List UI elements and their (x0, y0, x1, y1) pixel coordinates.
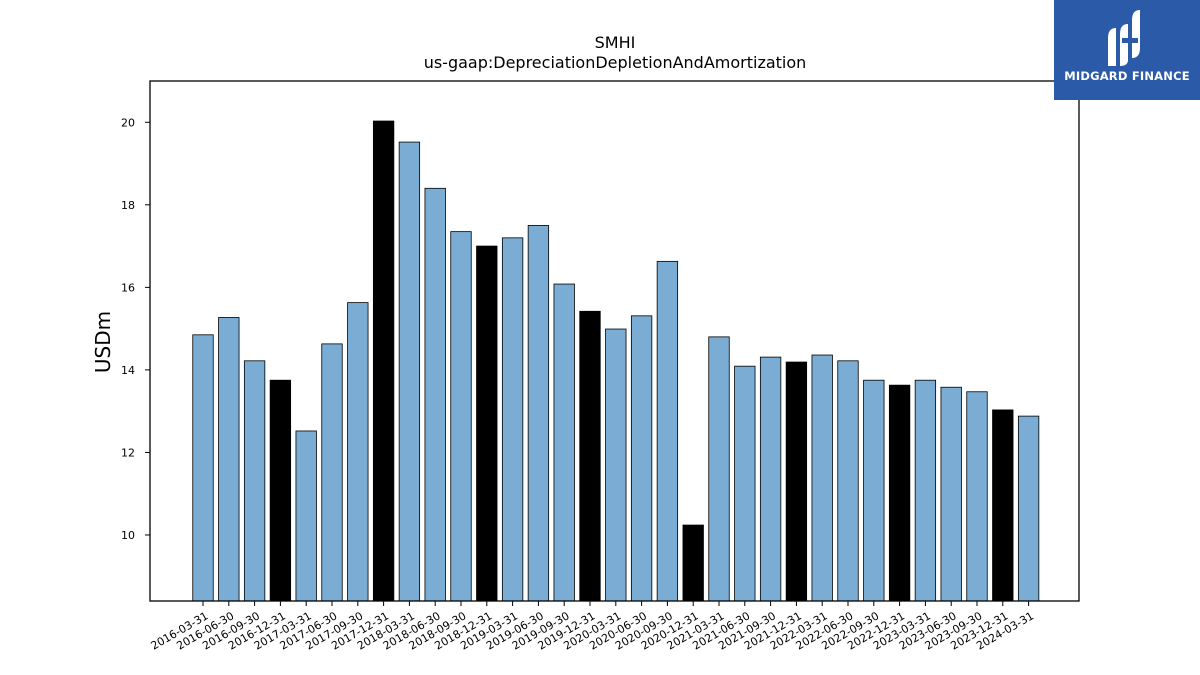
bar-2022-12-31 (888, 384, 911, 602)
bar-2023-09-30 (966, 391, 988, 602)
bar-2016-09-30 (243, 360, 266, 602)
bar-2018-03-31 (398, 141, 421, 602)
bar-2018-09-30 (450, 231, 472, 602)
bar-2023-12-31 (992, 409, 1014, 602)
y-tick-label: 14 (121, 364, 135, 377)
y-tick-label: 12 (121, 446, 135, 459)
bar-2021-12-31 (785, 361, 808, 602)
chart-title: SMHI (595, 33, 636, 52)
bar-2020-12-31 (682, 524, 704, 602)
bar-2016-12-31 (269, 379, 292, 602)
chart-subtitle: us-gaap:DepreciationDepletionAndAmortiza… (424, 53, 807, 72)
bar-2019-12-31 (579, 310, 601, 602)
bar-2017-12-31 (372, 120, 395, 602)
bar-2018-12-31 (476, 245, 498, 602)
bar-2017-06-30 (321, 343, 343, 602)
y-tick-label: 18 (121, 199, 135, 212)
bar-2022-06-30 (837, 360, 859, 602)
x-axis-ticks: 2016-03-312016-06-302016-09-302016-12-31… (149, 601, 1036, 653)
bar-2021-06-30 (734, 365, 756, 602)
bar-2019-06-30 (527, 225, 550, 602)
bar-2020-06-30 (630, 315, 653, 602)
bar-2022-09-30 (863, 379, 885, 602)
bar-2023-06-30 (940, 386, 962, 602)
bar-2020-03-31 (605, 328, 627, 602)
bar-2019-03-31 (501, 237, 524, 602)
bar-2019-09-30 (553, 283, 575, 602)
y-tick-label: 10 (121, 529, 135, 542)
logo-text: MIDGARD FINANCE (1064, 69, 1190, 83)
y-tick-label: 16 (121, 281, 135, 294)
bar-2024-03-31 (1017, 415, 1040, 602)
midgard-logo-icon (1108, 10, 1140, 66)
bar-2017-09-30 (347, 302, 369, 602)
y-axis-label: USDm (91, 311, 115, 373)
bar-2021-03-31 (708, 336, 730, 602)
y-tick-label: 20 (121, 116, 135, 129)
bar-2021-09-30 (759, 356, 782, 602)
bars-group (192, 120, 1040, 602)
bar-2016-03-31 (192, 334, 214, 602)
bar-2022-03-31 (811, 354, 833, 602)
midgard-logo: MIDGARD FINANCE (1054, 0, 1200, 100)
plot-frame (149, 80, 1080, 602)
bar-2023-03-31 (914, 379, 937, 602)
bar-2016-06-30 (218, 317, 240, 602)
bar-2017-03-31 (295, 430, 317, 602)
bar-2018-06-30 (424, 187, 446, 602)
bar-2020-09-30 (656, 260, 679, 602)
y-axis-ticks: 10 12 14 16 18 20 (121, 116, 150, 542)
